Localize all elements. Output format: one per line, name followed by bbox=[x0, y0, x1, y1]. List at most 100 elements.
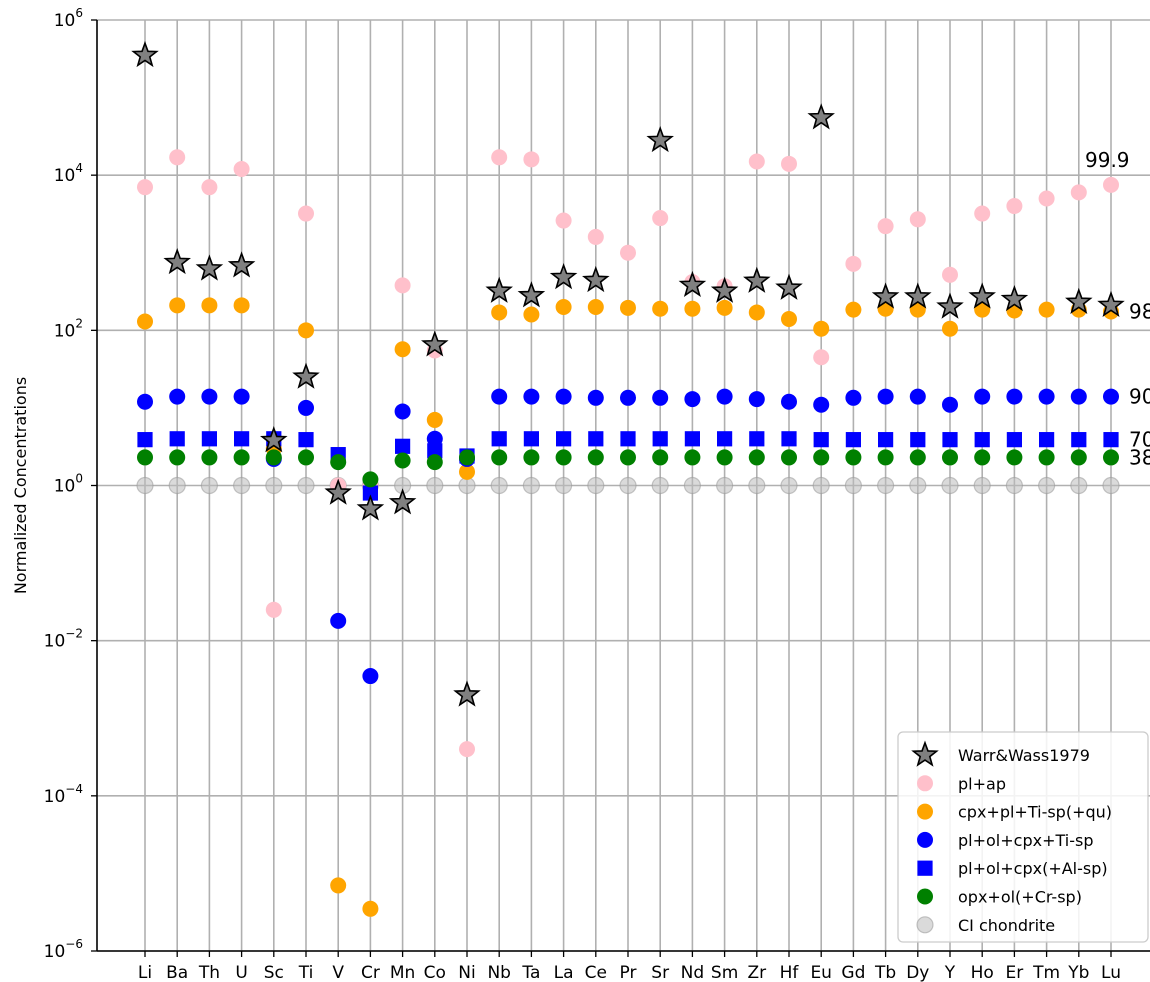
data-point bbox=[131, 40, 159, 68]
data-point bbox=[459, 463, 475, 480]
data-point bbox=[137, 313, 153, 330]
data-point bbox=[748, 476, 766, 495]
data-point bbox=[1070, 184, 1087, 201]
data-point bbox=[1071, 432, 1087, 448]
data-point bbox=[942, 266, 958, 283]
data-point bbox=[426, 411, 443, 428]
data-point bbox=[490, 476, 508, 495]
series-opx-ol-cr-sp- bbox=[137, 449, 1119, 488]
data-point bbox=[717, 431, 733, 447]
x-tick-label: Zr bbox=[747, 963, 766, 982]
data-point bbox=[1037, 476, 1056, 495]
data-point bbox=[362, 485, 378, 501]
data-point bbox=[137, 432, 153, 448]
y-axis-label: Normalized Concentrations bbox=[11, 377, 30, 594]
legend-label: cpx+pl+Ti-sp(+qu) bbox=[958, 803, 1112, 822]
data-point bbox=[813, 320, 830, 337]
data-point bbox=[330, 877, 347, 894]
data-point bbox=[1097, 290, 1125, 318]
data-point bbox=[1006, 198, 1023, 215]
data-point bbox=[910, 432, 926, 448]
data-point bbox=[168, 476, 186, 495]
data-point bbox=[485, 276, 513, 303]
data-point bbox=[201, 388, 218, 405]
data-point bbox=[716, 388, 733, 405]
data-point bbox=[1038, 388, 1055, 405]
series-end-label: 98 bbox=[1129, 299, 1150, 323]
data-point bbox=[1103, 388, 1119, 405]
series-end-label: 38 bbox=[1129, 445, 1150, 469]
x-tick-label: Sr bbox=[651, 963, 669, 982]
data-point bbox=[195, 254, 224, 281]
data-point bbox=[549, 263, 578, 290]
data-point bbox=[459, 741, 475, 758]
data-point bbox=[1006, 432, 1022, 448]
data-point bbox=[1103, 432, 1119, 448]
x-tick-label: Ni bbox=[458, 963, 475, 982]
legend-marker bbox=[917, 775, 933, 792]
data-point bbox=[587, 298, 604, 315]
data-point bbox=[620, 244, 636, 261]
data-point bbox=[909, 449, 926, 466]
data-point bbox=[265, 449, 282, 466]
data-point bbox=[710, 276, 739, 303]
data-point bbox=[684, 449, 701, 466]
data-point bbox=[233, 449, 250, 466]
data-point bbox=[620, 449, 636, 466]
legend-label: CI chondrite bbox=[958, 916, 1055, 935]
data-point bbox=[748, 391, 765, 408]
data-point bbox=[169, 431, 185, 447]
data-point bbox=[169, 297, 186, 314]
data-point bbox=[845, 301, 862, 318]
data-point bbox=[974, 301, 991, 318]
data-point bbox=[845, 432, 861, 448]
x-tick-label: Ce bbox=[585, 963, 607, 982]
data-point bbox=[781, 431, 797, 447]
data-point bbox=[555, 212, 572, 229]
series-layer bbox=[131, 40, 1125, 917]
data-point bbox=[813, 349, 830, 366]
data-point bbox=[491, 304, 508, 321]
data-point bbox=[871, 282, 900, 309]
y-tick-label: 10−6 bbox=[44, 937, 83, 962]
data-point bbox=[813, 396, 830, 413]
data-point bbox=[781, 155, 797, 172]
data-point bbox=[587, 449, 604, 466]
data-point bbox=[588, 431, 604, 447]
x-tick-label: Nb bbox=[487, 963, 511, 982]
x-tick-label: Dy bbox=[906, 963, 929, 982]
data-point bbox=[265, 601, 282, 618]
data-point bbox=[453, 680, 481, 707]
data-point bbox=[233, 297, 250, 314]
data-point bbox=[298, 399, 314, 416]
data-point bbox=[233, 161, 250, 178]
data-point bbox=[555, 298, 572, 315]
data-point bbox=[555, 388, 572, 405]
data-point bbox=[523, 431, 539, 447]
data-point bbox=[1006, 449, 1023, 466]
x-tick-label: Eu bbox=[810, 963, 832, 982]
x-tick-label: Tm bbox=[1032, 963, 1060, 982]
y-tick-label: 100 bbox=[54, 472, 83, 497]
x-tick-label: Sm bbox=[711, 963, 738, 982]
data-point bbox=[234, 431, 250, 447]
y-tick-label: 10−2 bbox=[44, 627, 83, 652]
data-point bbox=[807, 103, 835, 130]
data-point bbox=[904, 282, 932, 309]
data-point bbox=[812, 476, 830, 495]
data-point bbox=[876, 476, 895, 495]
series-cpx-pl-ti-sp-qu- bbox=[137, 297, 1119, 917]
data-point bbox=[395, 438, 411, 454]
data-point bbox=[1070, 449, 1087, 466]
data-point bbox=[684, 300, 701, 317]
data-point bbox=[459, 449, 475, 466]
legend-marker bbox=[917, 803, 933, 820]
data-point bbox=[1103, 176, 1119, 193]
data-point bbox=[652, 431, 668, 447]
data-point bbox=[684, 431, 700, 447]
x-tick-label: Co bbox=[424, 963, 446, 982]
data-point bbox=[845, 449, 862, 466]
tick-labels: Li Ba Th U Sc Ti V Cr Mn Co Ni Nb Ta La Ce Pr Sr Nd Sm Zr Hf… bbox=[44, 6, 1121, 982]
